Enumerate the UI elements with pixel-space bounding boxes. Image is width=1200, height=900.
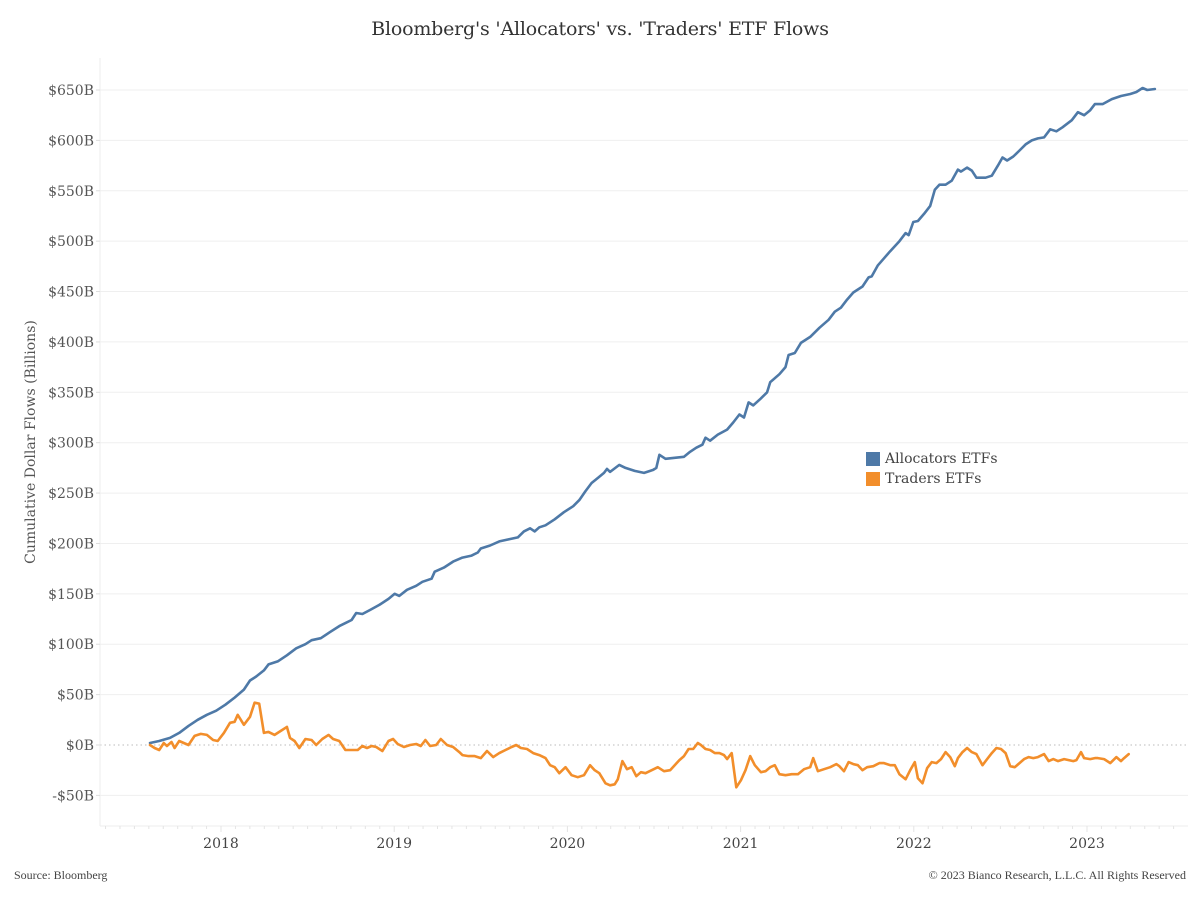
y-tick-label: $50B [57,688,94,704]
x-axis: 2018 2019 2020 2021 2022 2023 [105,826,1175,852]
legend-item-traders[interactable]: Traders ETFs [866,469,998,489]
chart-title: Bloomberg's 'Allocators' vs. 'Traders' E… [371,18,829,40]
y-tick-label: -$50B [52,788,94,804]
copyright-note: © 2023 Bianco Research, L.L.C. All Right… [928,868,1186,882]
x-tick-label: 2019 [376,836,412,852]
y-axis-title: Cumulative Dollar Flows (Billions) [23,320,39,564]
series-line-traders [148,701,1130,789]
y-tick-label: $400B [48,335,94,351]
x-tick-label: 2021 [723,836,759,852]
legend-label: Traders ETFs [885,471,982,487]
y-tick-label: $100B [48,637,94,653]
source-note: Source: Bloomberg [14,868,108,882]
legend: Allocators ETFs Traders ETFs [866,449,998,489]
y-tick-label: $350B [48,385,94,401]
x-tick-label: 2020 [550,836,586,852]
y-tick-label: $0B [66,738,94,754]
legend-swatch-allocators [866,452,880,466]
y-tick-label: $450B [48,285,94,301]
y-tick-label: $550B [48,184,94,200]
x-tick-label: 2022 [896,836,932,852]
gridlines [100,89,1188,796]
legend-swatch-traders [866,472,880,486]
y-tick-label: $150B [48,587,94,603]
legend-label: Allocators ETFs [885,451,998,467]
plot-frame [99,58,1188,827]
legend-item-allocators[interactable]: Allocators ETFs [866,449,998,469]
y-tick-label: $300B [48,436,94,452]
y-tick-label: $600B [48,133,94,149]
series-group [148,86,1157,789]
y-axis: -$50B $0B $50B $100B $150B $200B $250B $300B $35… [48,83,100,804]
series-line-allocators [148,86,1157,745]
y-tick-label: $250B [48,486,94,502]
y-tick-label: $650B [48,83,94,99]
x-tick-label: 2023 [1069,836,1105,852]
x-tick-label: 2018 [203,836,239,852]
y-tick-label: $500B [48,234,94,250]
y-tick-label: $200B [48,536,94,552]
